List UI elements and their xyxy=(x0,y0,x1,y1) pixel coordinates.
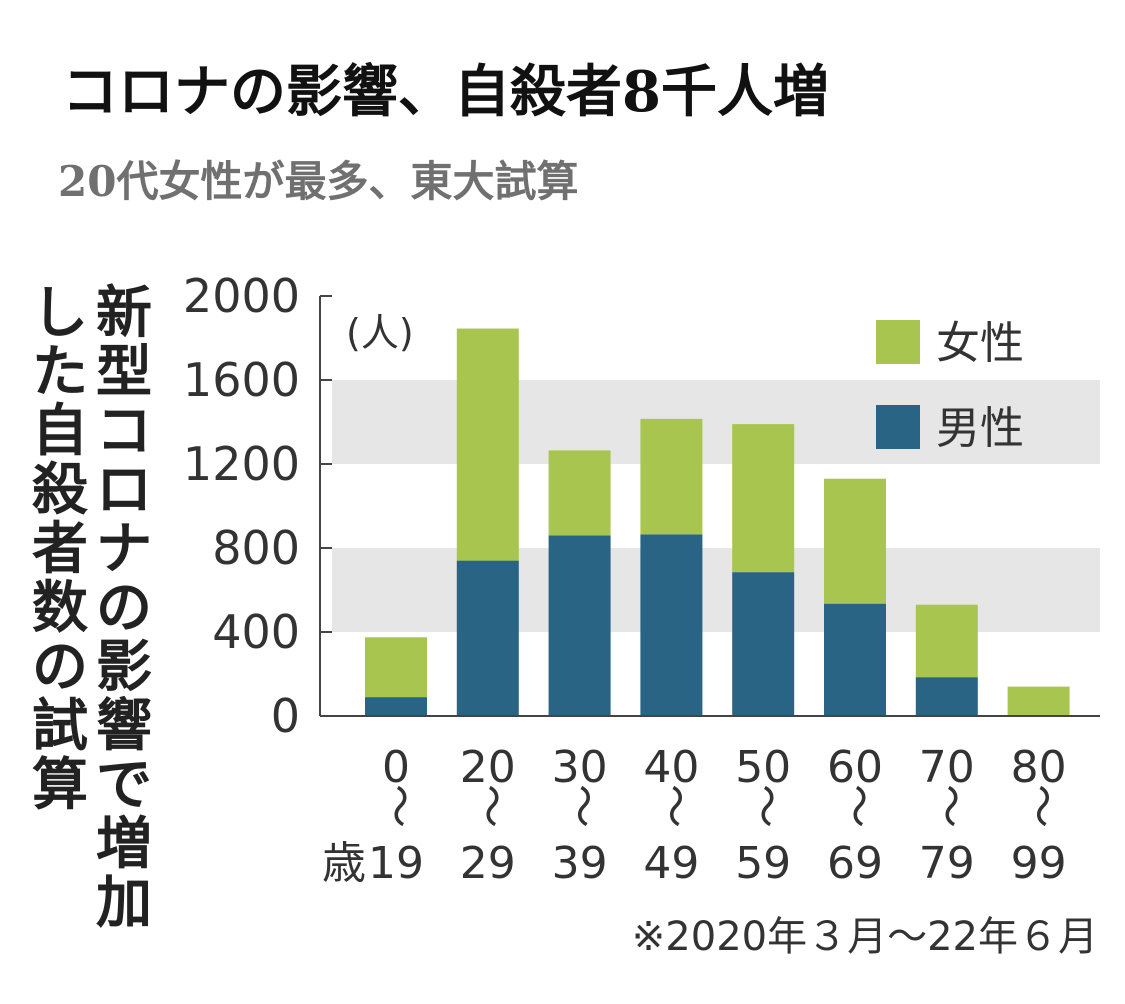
y-tick-label: 2000 xyxy=(183,269,300,323)
y-tick-label: 400 xyxy=(212,605,300,659)
bar-男性-70 xyxy=(915,677,978,716)
legend-swatch xyxy=(876,405,920,449)
x-tick-sep: 〜 xyxy=(832,784,883,828)
x-tick-label: 50〜 59 xyxy=(735,742,791,889)
x-tick-label: 70〜 79 xyxy=(919,742,975,889)
x-tick-sep: 〜 xyxy=(648,784,699,828)
x-tick-end: 19 xyxy=(368,838,424,889)
x-tick-label: 30〜 39 xyxy=(552,742,608,889)
x-tick-start: 60 xyxy=(827,742,883,793)
x-tick-sep: 〜 xyxy=(740,784,791,828)
x-tick-start: 40 xyxy=(643,742,699,793)
x-tick-start: 20 xyxy=(460,742,516,793)
unit-label: (人) xyxy=(346,311,414,355)
x-tick-sep: 〜 xyxy=(373,784,424,828)
x-tick-label: 20〜 29 xyxy=(460,742,516,889)
x-tick-end: 49 xyxy=(643,838,699,889)
bar-女性-20 xyxy=(456,328,519,561)
x-tick-prefix: 歳 xyxy=(322,838,366,889)
y-tick-label: 1200 xyxy=(183,437,300,491)
x-tick-sep: 〜 xyxy=(465,784,516,828)
bar-女性-80 xyxy=(1007,686,1070,716)
y-tick-label: 0 xyxy=(271,689,300,743)
bar-女性-0 xyxy=(365,637,427,698)
y-label-column: した自殺者数の試算 xyxy=(32,281,88,818)
x-tick-label: 80〜 99 xyxy=(1011,742,1067,889)
x-tick-sep: 〜 xyxy=(557,784,608,828)
bar-女性-70 xyxy=(915,604,978,678)
bar-男性-0 xyxy=(365,697,427,716)
bar-男性-50 xyxy=(732,572,795,716)
x-tick-end: 39 xyxy=(552,838,608,889)
headline: コロナの影響、自殺者8千人増 xyxy=(62,59,829,125)
x-tick-start: 0 xyxy=(382,742,410,793)
y-tick-label: 800 xyxy=(212,521,300,575)
x-tick-sep: 〜 xyxy=(924,784,975,828)
bar-女性-50 xyxy=(732,424,795,573)
bar-女性-60 xyxy=(824,478,886,604)
bar-男性-30 xyxy=(548,535,611,716)
x-tick-end: 29 xyxy=(460,838,516,889)
x-tick-end: 59 xyxy=(735,838,791,889)
period-note: ※2020年３月〜22年６月 xyxy=(632,914,1098,960)
y-tick-labels: 0 400 800 1200 1600 2000 xyxy=(183,269,300,743)
x-tick-end: 79 xyxy=(919,838,975,889)
x-tick-sep: 〜 xyxy=(1016,784,1067,828)
legend-label: 男性 xyxy=(936,403,1024,454)
legend-label: 女性 xyxy=(936,318,1024,369)
bar-男性-40 xyxy=(640,534,703,716)
x-tick-start: 70 xyxy=(919,742,975,793)
x-tick-start: 50 xyxy=(735,742,791,793)
bar-男性-60 xyxy=(824,603,886,716)
bar-女性-30 xyxy=(548,450,611,536)
y-label-column: 新型コロナの影響で増加 xyxy=(96,281,152,936)
x-tick-start: 30 xyxy=(552,742,608,793)
bar-男性-20 xyxy=(456,560,519,716)
x-tick-label: 60〜 69 xyxy=(827,742,883,889)
x-tick-end: 69 xyxy=(827,838,883,889)
bar-女性-40 xyxy=(640,418,703,535)
x-tick-start: 80 xyxy=(1011,742,1067,793)
bars xyxy=(365,328,1070,716)
legend-swatch xyxy=(876,320,920,364)
y-axis xyxy=(319,295,1100,717)
x-tick-end: 99 xyxy=(1011,838,1067,889)
x-tick-label: 0〜 19歳 xyxy=(322,742,424,889)
y-tick-label: 1600 xyxy=(183,353,300,407)
subheadline: 20代女性が最多、東大試算 xyxy=(58,157,579,206)
grid-band xyxy=(332,548,1100,632)
x-tick-label: 40〜 49 xyxy=(643,742,699,889)
